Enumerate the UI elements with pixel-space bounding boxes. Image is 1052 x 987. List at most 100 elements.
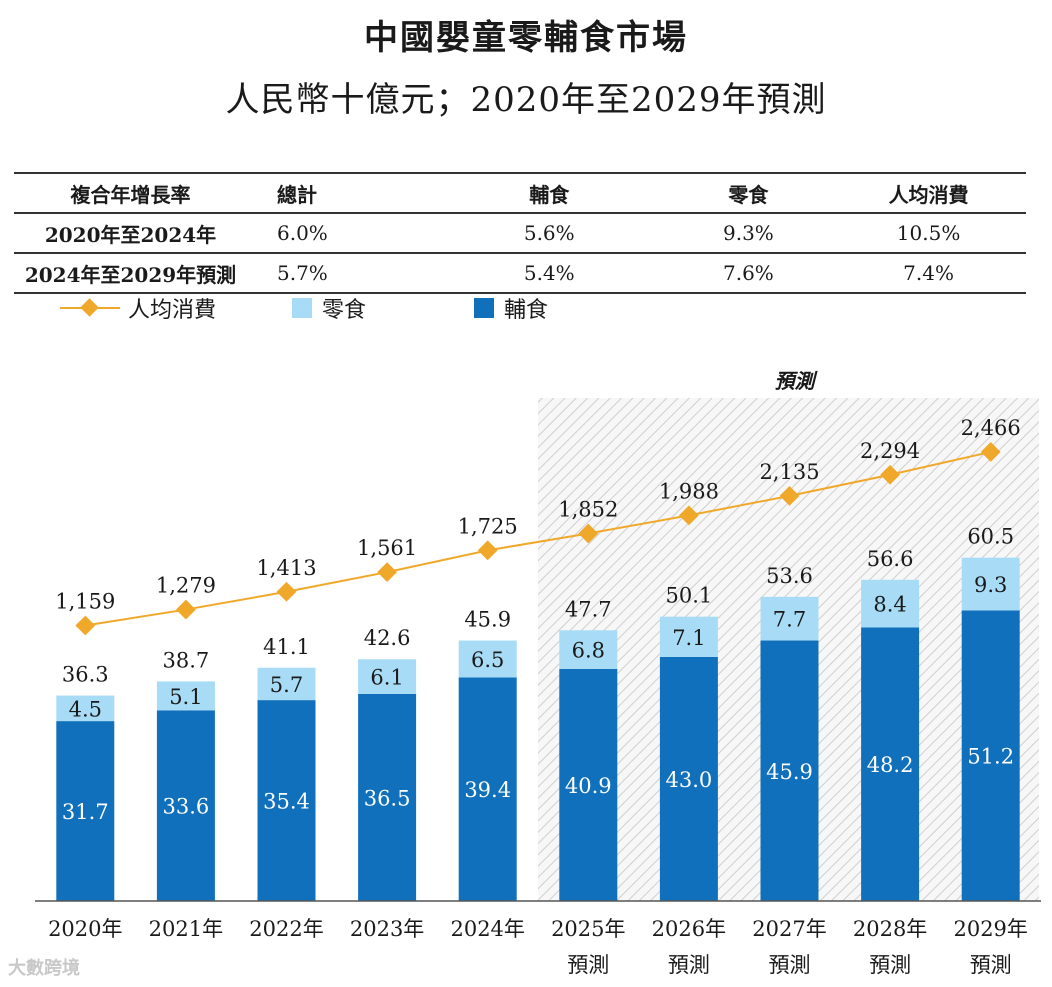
bar-complementary bbox=[861, 627, 920, 901]
bar-snacks bbox=[659, 616, 718, 657]
data-label-snacks: 6.5 bbox=[471, 648, 504, 672]
cagr-cell: 5.7% bbox=[277, 261, 328, 285]
data-label-per-capita: 1,725 bbox=[458, 514, 518, 538]
legend-label-snacks: 零食 bbox=[322, 298, 367, 323]
data-label-total: 56.6 bbox=[867, 547, 914, 571]
data-label-total: 36.3 bbox=[62, 663, 109, 687]
cagr-header-label: 複合年增長率 bbox=[70, 182, 191, 207]
data-label-per-capita: 2,135 bbox=[759, 460, 819, 484]
bar-snacks bbox=[760, 596, 819, 641]
chart-subtitle: 人民幣十億元；2020年至2029年預測 bbox=[225, 80, 827, 120]
data-label-total: 47.7 bbox=[565, 597, 612, 621]
data-label-snacks: 8.4 bbox=[873, 593, 906, 617]
data-label-total: 50.1 bbox=[666, 584, 713, 608]
bar-snacks bbox=[156, 681, 215, 711]
data-label-total: 38.7 bbox=[163, 648, 210, 672]
bar-complementary bbox=[358, 693, 417, 901]
bar-complementary bbox=[559, 668, 618, 901]
data-label-per-capita: 2,466 bbox=[961, 416, 1021, 440]
data-label-per-capita: 1,988 bbox=[659, 479, 719, 503]
bar-complementary bbox=[961, 610, 1020, 901]
legend-item-snacks: 零食 bbox=[292, 292, 366, 324]
cagr-header-snacks: 零食 bbox=[728, 182, 769, 207]
data-label-complementary: 43.0 bbox=[666, 768, 713, 792]
chart-title: 中國嬰童零輔食市場 bbox=[364, 18, 688, 58]
data-label-snacks: 7.1 bbox=[672, 626, 705, 650]
cagr-header-per-capita: 人均消費 bbox=[888, 182, 969, 207]
x-tick-label: 預測 bbox=[567, 953, 609, 977]
cagr-row-label: 2024年至2029年預測 bbox=[24, 262, 237, 287]
cagr-header-complementary: 輔食 bbox=[529, 182, 570, 207]
bar-snacks bbox=[358, 659, 417, 694]
x-tick-label: 2021年 bbox=[149, 917, 223, 941]
data-label-complementary: 35.4 bbox=[263, 790, 310, 814]
data-label-total: 45.9 bbox=[464, 608, 511, 632]
cagr-header-total: 總計 bbox=[277, 182, 317, 207]
data-label-snacks: 5.1 bbox=[169, 685, 202, 709]
data-label-total: 42.6 bbox=[364, 626, 411, 650]
cagr-cell: 9.3% bbox=[722, 221, 774, 245]
data-label-per-capita: 1,413 bbox=[256, 556, 316, 580]
cagr-cell: 7.6% bbox=[722, 261, 774, 285]
x-tick-label: 預測 bbox=[668, 953, 710, 977]
bar-snacks bbox=[861, 579, 920, 628]
x-tick-label: 預測 bbox=[869, 953, 911, 977]
line-point-per-capita bbox=[276, 581, 297, 602]
line-point-per-capita bbox=[377, 562, 397, 583]
data-label-complementary: 51.2 bbox=[967, 745, 1014, 769]
cagr-row: 2024年至2029年預測 5.7% 5.4% 7.6% 7.4% bbox=[14, 253, 1026, 293]
legend-swatch-snacks bbox=[292, 298, 312, 318]
cagr-cell: 5.6% bbox=[523, 221, 575, 245]
data-label-per-capita: 1,852 bbox=[558, 497, 618, 521]
x-tick-label: 預測 bbox=[769, 953, 811, 977]
line-per-capita bbox=[85, 450, 991, 627]
x-tick-label: 2022年 bbox=[249, 917, 323, 941]
bar-complementary bbox=[257, 700, 316, 901]
bar-complementary bbox=[760, 640, 819, 901]
x-tick-label: 2029年 bbox=[953, 917, 1027, 941]
data-label-complementary: 48.2 bbox=[867, 753, 914, 777]
data-label-complementary: 33.6 bbox=[163, 795, 210, 819]
bar-complementary bbox=[458, 677, 517, 901]
x-tick-label: 2024年 bbox=[450, 917, 524, 941]
data-label-complementary: 45.9 bbox=[766, 760, 813, 784]
data-label-total: 41.1 bbox=[263, 635, 310, 659]
line-point-per-capita bbox=[176, 599, 196, 620]
x-tick-label: 2025年 bbox=[551, 917, 625, 941]
x-tick-label: 2026年 bbox=[652, 917, 726, 941]
data-label-complementary: 31.7 bbox=[62, 800, 109, 824]
cagr-cell: 5.4% bbox=[523, 261, 575, 285]
stacked-bar-line-chart: 預測 31.7 4.5 36.3 33.6 5.1 38.7 35.4 5.7 41.1 36.5… bbox=[35, 369, 1041, 977]
bar-snacks bbox=[458, 640, 517, 678]
cagr-row-label: 2020年至2024年 bbox=[44, 222, 217, 247]
cagr-table: 複合年增長率 總計 輔食 零食 人均消費 2020年至2024年 6.0% 5.… bbox=[14, 172, 1026, 294]
bar-snacks bbox=[257, 667, 316, 701]
data-label-snacks: 7.7 bbox=[773, 608, 806, 632]
data-label-complementary: 40.9 bbox=[565, 774, 612, 798]
x-tick-label: 預測 bbox=[970, 953, 1012, 977]
cagr-cell: 7.4% bbox=[903, 261, 954, 285]
x-tick-label: 2028年 bbox=[853, 917, 927, 941]
data-label-complementary: 39.4 bbox=[464, 778, 511, 802]
legend-swatch-complementary bbox=[474, 298, 494, 318]
data-label-complementary: 36.5 bbox=[364, 786, 411, 810]
legend-item-per-capita: 人均消費 bbox=[60, 292, 216, 324]
legend-label-complementary: 輔食 bbox=[504, 298, 549, 323]
legend-label-per-capita: 人均消費 bbox=[128, 298, 217, 323]
data-label-snacks: 6.1 bbox=[370, 666, 403, 690]
bar-snacks bbox=[559, 630, 618, 669]
cagr-cell: 6.0% bbox=[277, 221, 328, 245]
legend-line-diamond-icon bbox=[60, 298, 120, 318]
data-label-per-capita: 1,561 bbox=[357, 536, 417, 560]
line-point-per-capita bbox=[75, 615, 96, 636]
data-label-total: 60.5 bbox=[967, 525, 1014, 549]
data-label-snacks: 4.5 bbox=[69, 697, 102, 721]
data-label-snacks: 9.3 bbox=[974, 573, 1007, 597]
forecast-label: 預測 bbox=[775, 369, 819, 393]
data-label-per-capita: 2,294 bbox=[860, 439, 920, 463]
cagr-header-row: 複合年增長率 總計 輔食 零食 人均消費 bbox=[14, 173, 1026, 213]
x-tick-label: 2023年 bbox=[350, 917, 424, 941]
bar-snacks bbox=[961, 557, 1020, 611]
bar-complementary bbox=[56, 721, 115, 901]
bar-snacks bbox=[56, 695, 115, 722]
